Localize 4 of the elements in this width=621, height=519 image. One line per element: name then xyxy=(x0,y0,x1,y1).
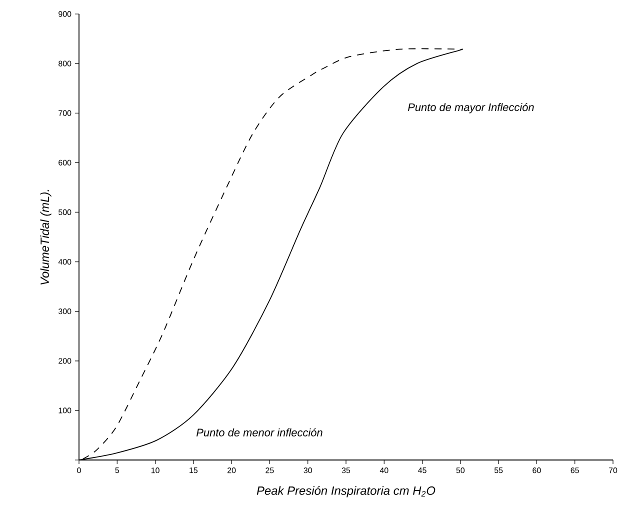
x-axis-title: Peak Presión Inspiratoria cm H$_{2}$O xyxy=(256,486,436,498)
annotation: Punto de menor inflección xyxy=(196,428,322,436)
annotation: Punto de mayor Inflección xyxy=(408,102,534,114)
y-axis-title: VolumeTidal (mL). xyxy=(40,190,52,285)
